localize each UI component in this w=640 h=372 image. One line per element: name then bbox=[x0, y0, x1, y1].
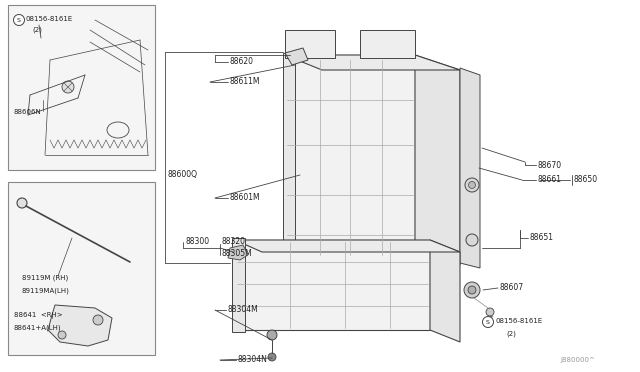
Text: 88304M: 88304M bbox=[228, 305, 259, 314]
Polygon shape bbox=[235, 240, 430, 330]
Text: (2): (2) bbox=[32, 27, 42, 33]
Polygon shape bbox=[285, 30, 335, 58]
Text: S: S bbox=[17, 17, 21, 22]
Circle shape bbox=[93, 315, 103, 325]
Circle shape bbox=[464, 282, 480, 298]
Text: 88305M: 88305M bbox=[222, 250, 253, 259]
Text: 88670: 88670 bbox=[538, 160, 562, 170]
Text: 88641  <RH>: 88641 <RH> bbox=[14, 312, 63, 318]
Circle shape bbox=[267, 330, 277, 340]
Polygon shape bbox=[283, 53, 295, 262]
Text: 89119MA(LH): 89119MA(LH) bbox=[22, 288, 70, 294]
Circle shape bbox=[468, 182, 476, 189]
Text: S: S bbox=[486, 320, 490, 324]
Circle shape bbox=[58, 331, 66, 339]
Text: 88650: 88650 bbox=[574, 176, 598, 185]
Text: 88651: 88651 bbox=[530, 234, 554, 243]
Text: 88620: 88620 bbox=[230, 58, 254, 67]
Text: 88300: 88300 bbox=[185, 237, 209, 247]
Text: 88611M: 88611M bbox=[230, 77, 260, 87]
Polygon shape bbox=[415, 55, 460, 265]
Polygon shape bbox=[235, 240, 460, 252]
Text: (2): (2) bbox=[506, 331, 516, 337]
Text: 88661: 88661 bbox=[538, 176, 562, 185]
Text: J880000^: J880000^ bbox=[560, 357, 595, 363]
Text: 88606N: 88606N bbox=[14, 109, 42, 115]
Bar bbox=[8, 5, 155, 170]
Polygon shape bbox=[285, 48, 308, 65]
Polygon shape bbox=[430, 240, 460, 342]
Text: 88607: 88607 bbox=[500, 283, 524, 292]
Text: 88320: 88320 bbox=[222, 237, 246, 246]
Circle shape bbox=[465, 178, 479, 192]
Polygon shape bbox=[285, 55, 415, 260]
Circle shape bbox=[62, 81, 74, 93]
Text: 89119M (RH): 89119M (RH) bbox=[22, 275, 68, 281]
Polygon shape bbox=[48, 305, 112, 346]
Text: 88600Q: 88600Q bbox=[167, 170, 197, 180]
Text: 88641+A(LH): 88641+A(LH) bbox=[14, 325, 61, 331]
Circle shape bbox=[466, 234, 478, 246]
Polygon shape bbox=[360, 30, 415, 58]
Polygon shape bbox=[460, 68, 480, 268]
Circle shape bbox=[13, 15, 24, 26]
Text: 88304N: 88304N bbox=[238, 356, 268, 365]
Circle shape bbox=[483, 317, 493, 327]
Bar bbox=[8, 182, 155, 355]
Circle shape bbox=[486, 308, 494, 316]
Text: 08156-8161E: 08156-8161E bbox=[26, 16, 73, 22]
Circle shape bbox=[17, 198, 27, 208]
Polygon shape bbox=[232, 238, 245, 332]
Circle shape bbox=[268, 353, 276, 361]
Text: 08156-8161E: 08156-8161E bbox=[495, 318, 542, 324]
Circle shape bbox=[468, 286, 476, 294]
Polygon shape bbox=[228, 245, 248, 260]
Text: 88601M: 88601M bbox=[230, 193, 260, 202]
Polygon shape bbox=[285, 55, 460, 70]
